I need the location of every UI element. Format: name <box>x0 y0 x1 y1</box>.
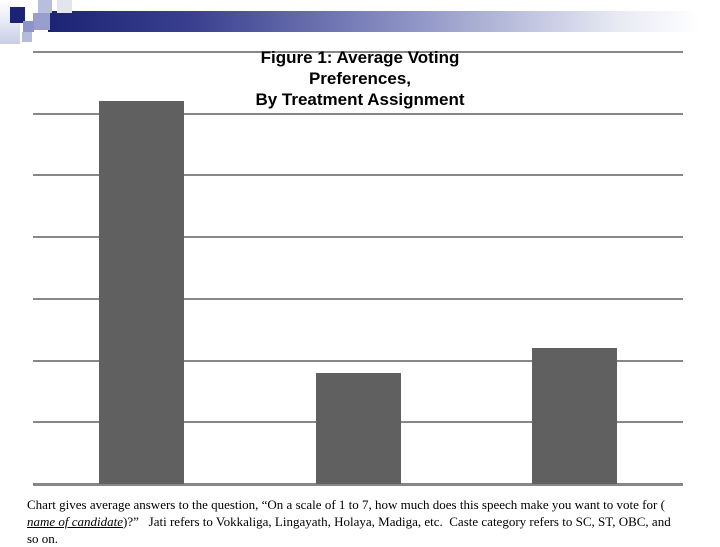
pixel-square <box>33 13 50 30</box>
bar-1 <box>99 101 184 484</box>
chart-title-line: Preferences, <box>308 69 412 88</box>
x-axis-line <box>33 483 683 486</box>
chart-title: Figure 1: Average Voting Preferences, By… <box>0 47 720 110</box>
bar-3 <box>532 348 617 484</box>
pixel-square <box>22 32 32 42</box>
gridline <box>33 113 683 115</box>
caption-emphasis: name of candidate <box>27 514 124 529</box>
chart-title-line: Figure 1: Average Voting <box>260 48 460 67</box>
navy-pixel-square <box>10 7 25 23</box>
gridline <box>33 174 683 176</box>
gridline <box>33 298 683 300</box>
gridline <box>33 236 683 238</box>
chart-caption: Chart gives average answers to the quest… <box>27 496 685 547</box>
gridline <box>33 51 683 53</box>
pixel-square <box>38 0 52 13</box>
header-gradient-bar <box>48 11 720 32</box>
chart-title-line: By Treatment Assignment <box>255 90 465 109</box>
caption-text: Chart gives average answers to the quest… <box>27 497 665 512</box>
bar-2 <box>316 373 401 484</box>
caption-text: )?” Jati refers to Vokkaliga, Lingayath,… <box>27 514 671 546</box>
pixel-square <box>23 21 34 32</box>
gridline <box>33 360 683 362</box>
pixel-square <box>57 0 72 13</box>
